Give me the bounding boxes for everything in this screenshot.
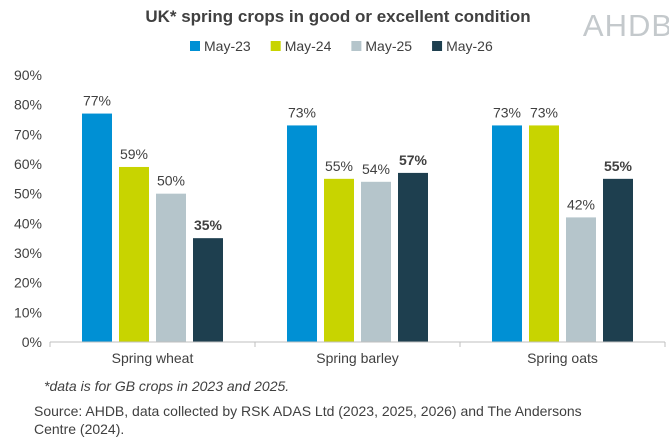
bar xyxy=(398,172,428,342)
data-label: 77% xyxy=(83,93,111,109)
source-line-2: Centre (2024). xyxy=(34,421,124,437)
y-tick-label: 30% xyxy=(14,245,42,261)
source-line-1: Source: AHDB, data collected by RSK ADAS… xyxy=(34,403,582,419)
data-label: 55% xyxy=(604,158,633,174)
x-category-label: Spring wheat xyxy=(112,350,194,366)
y-tick-label: 80% xyxy=(14,97,42,113)
data-label: 73% xyxy=(530,104,558,120)
bar xyxy=(82,113,112,342)
data-label: 42% xyxy=(567,196,595,212)
y-tick-label: 60% xyxy=(14,156,42,172)
data-label: 54% xyxy=(362,161,390,177)
data-label: 57% xyxy=(399,152,428,168)
y-tick-label: 70% xyxy=(14,126,42,142)
data-label: 55% xyxy=(325,158,353,174)
bar xyxy=(156,193,186,342)
y-tick-label: 90% xyxy=(14,67,42,83)
data-label: 50% xyxy=(157,173,185,189)
bar xyxy=(119,166,149,342)
data-label: 59% xyxy=(120,146,148,162)
bar xyxy=(361,181,391,342)
legend-label-2: May-24 xyxy=(285,38,332,54)
legend-label-3: May-25 xyxy=(365,38,412,54)
footnote: *data is for GB crops in 2023 and 2025. xyxy=(44,378,289,394)
legend-label-4: May-26 xyxy=(446,38,493,54)
y-axis: 0% 10% 20% 30% 40% 50% 60% 70% 80% 90% xyxy=(14,67,42,350)
legend: May-23 May-24 May-25 May-26 xyxy=(190,38,493,54)
chart-title: UK* spring crops in good or excellent co… xyxy=(145,7,530,26)
bar xyxy=(193,238,223,342)
legend-swatch-2 xyxy=(270,41,281,51)
y-tick-label: 40% xyxy=(14,215,42,231)
y-tick-label: 20% xyxy=(14,275,42,291)
bars: 77% 59% 50% 35% 73% 55% 54% 57% 73% 73% 42% 55% xyxy=(82,93,633,342)
data-label: 35% xyxy=(194,217,223,233)
bar xyxy=(324,178,354,342)
data-label: 73% xyxy=(493,104,521,120)
y-tick-label: 50% xyxy=(14,186,42,202)
bar xyxy=(287,125,317,342)
data-label: 73% xyxy=(288,104,316,120)
x-category-label: Spring barley xyxy=(316,350,399,366)
bar xyxy=(529,125,559,342)
x-axis: Spring wheat Spring barley Spring oats xyxy=(49,341,666,366)
legend-swatch-4 xyxy=(432,41,443,51)
y-tick-label: 10% xyxy=(14,304,42,320)
bar xyxy=(566,217,596,342)
bar xyxy=(603,178,633,342)
y-tick-label: 0% xyxy=(22,334,42,350)
ahdb-logo: AHDB xyxy=(583,8,669,43)
bar xyxy=(492,125,522,342)
legend-swatch-1 xyxy=(190,41,200,51)
x-category-label: Spring oats xyxy=(527,350,598,366)
legend-swatch-3 xyxy=(351,41,362,51)
legend-label-1: May-23 xyxy=(204,38,251,54)
